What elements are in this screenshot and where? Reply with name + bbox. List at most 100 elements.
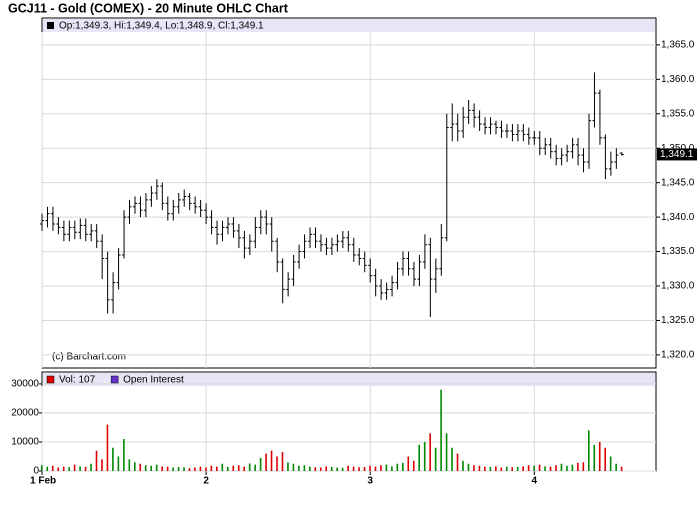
volume-bar [440, 389, 442, 471]
volume-bar [484, 466, 486, 471]
volume-bar [51, 465, 54, 471]
volume-bar [462, 460, 464, 471]
volume-bar [604, 447, 607, 471]
y-tick-label: 1,340.0 [661, 212, 695, 223]
price-panel [41, 17, 657, 369]
volume-bar [445, 433, 448, 471]
volume-bar [46, 466, 49, 471]
volume-bar [577, 462, 579, 471]
volume-bar [336, 467, 338, 471]
volume-bar [555, 465, 557, 471]
volume-bar [226, 466, 229, 471]
volume-bar [593, 444, 596, 471]
volume-bar [199, 466, 202, 471]
volume-bar [522, 466, 524, 471]
volume-bar [133, 462, 136, 471]
volume-bar [259, 457, 262, 471]
volume-bar [243, 466, 245, 471]
volume-bar [500, 467, 503, 471]
volume-bar [79, 466, 81, 471]
volume-bar [237, 465, 240, 471]
volume-bar [495, 466, 497, 471]
volume-bar [516, 466, 519, 471]
volume-bar [341, 467, 344, 471]
volume-bar [598, 441, 601, 471]
volume-bar [95, 450, 98, 471]
y-tick-label: 1,360.0 [661, 74, 695, 85]
volume-bar [292, 463, 295, 471]
volume-bar [363, 466, 366, 471]
y-tick-label: 1,320.0 [661, 350, 695, 361]
volume-bar [232, 465, 235, 471]
volume-bar [396, 463, 399, 471]
volume-bar [418, 444, 421, 471]
legend-swatch [110, 375, 119, 384]
volume-bar [489, 466, 492, 471]
volume-bar [172, 467, 174, 471]
volume-bar [347, 465, 349, 471]
volume-bar [369, 465, 371, 471]
y-tick-label: 0 [33, 466, 39, 477]
volume-bar [571, 464, 574, 471]
volume-bar [287, 462, 289, 471]
volume-bar [533, 465, 535, 471]
volume-bar [210, 465, 213, 471]
volume-bar [407, 456, 410, 471]
volume-bar [62, 466, 65, 471]
volume-bar [73, 464, 76, 471]
volume-bar [319, 467, 322, 471]
volume-bar [139, 463, 142, 471]
volume-bar [374, 466, 377, 471]
volume-bar [429, 433, 431, 471]
y-tick-label: 1,335.0 [661, 246, 695, 257]
y-tick-label: 1,325.0 [661, 315, 695, 326]
y-tick-label: 1,350.0 [661, 143, 695, 154]
volume-bar [402, 462, 404, 471]
volume-bar [451, 447, 453, 471]
volume-bar [478, 465, 481, 471]
y-tick-label: 30000 [11, 379, 39, 390]
volume-bar [221, 463, 224, 471]
volume-bar [303, 465, 306, 471]
last-price-label: 1,349.1 [660, 149, 694, 160]
volume-bar [456, 453, 459, 471]
y-tick-label: 1,365.0 [661, 40, 695, 51]
price-legend-band [43, 19, 655, 32]
volume-bar [57, 467, 60, 471]
volume-bar [144, 465, 147, 471]
volume-bar [41, 465, 43, 471]
volume-bar [205, 467, 207, 471]
volume-bar [385, 464, 388, 471]
volume-bar [423, 441, 426, 471]
legend-label: Vol: 107 [59, 375, 96, 386]
volume-bar [544, 466, 546, 471]
volume-bar [538, 464, 541, 471]
volume-bar [566, 465, 568, 471]
volume-bar [358, 467, 360, 471]
volume-bar [391, 466, 393, 471]
volume-bar [177, 466, 180, 471]
volume-bar [281, 452, 284, 471]
volume-bar [298, 465, 300, 471]
volume-bar [265, 453, 267, 471]
volume-bar [123, 439, 125, 471]
x-tick-label: 4 [532, 476, 538, 487]
copyright-note: (c) Barchart.com [52, 352, 126, 363]
volume-bar [314, 467, 317, 471]
volume-bar [620, 466, 623, 471]
volume-bar [84, 466, 87, 471]
volume-bar [161, 466, 163, 471]
volume-bar [309, 466, 311, 471]
volume-bar [352, 466, 355, 471]
volume-bar [216, 466, 218, 471]
volume-bar [511, 467, 514, 471]
volume-bar [128, 459, 131, 471]
volume-bar [434, 447, 437, 471]
x-tick-label: 2 [203, 476, 209, 487]
x-tick-label: 3 [367, 476, 373, 487]
volume-bar [183, 467, 185, 471]
volume-bar [150, 465, 152, 471]
volume-bar [248, 463, 251, 471]
volume-panel [41, 371, 657, 472]
volume-bar [155, 464, 158, 471]
